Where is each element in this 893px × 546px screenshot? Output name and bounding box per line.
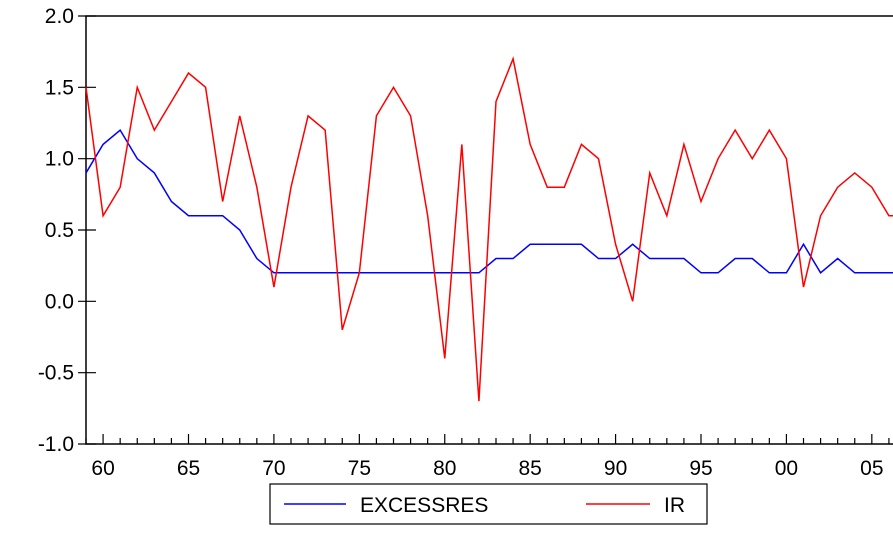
y-tick-label: -1.0 bbox=[38, 433, 74, 456]
legend-label-ir: IR bbox=[664, 494, 685, 517]
series-line-excessres bbox=[85, 128, 893, 274]
y-tick-label: 2.0 bbox=[45, 5, 74, 28]
y-tick-label: 1.0 bbox=[45, 148, 74, 171]
x-tick-label: 80 bbox=[433, 457, 456, 480]
x-tick-label: 95 bbox=[689, 457, 712, 480]
y-tick-label: 0.5 bbox=[45, 219, 74, 242]
x-tick-label: 05 bbox=[860, 457, 883, 480]
x-tick-label: 85 bbox=[518, 457, 541, 480]
series-line-ir bbox=[85, 56, 893, 402]
y-axis: 2.0 1.5 1.0 0.5 0.0 -0.5 -1.0 bbox=[38, 5, 96, 456]
legend: EXCESSRES IR bbox=[269, 483, 708, 525]
x-tick-label: 75 bbox=[348, 457, 371, 480]
x-tick-label: 70 bbox=[262, 457, 285, 480]
x-tick-label: 00 bbox=[775, 457, 798, 480]
y-tick-label: 0.0 bbox=[45, 290, 74, 313]
series-layer bbox=[85, 56, 893, 402]
x-axis: 60 65 70 75 80 85 90 95 00 05 bbox=[85, 434, 890, 480]
x-tick-label: 65 bbox=[177, 457, 200, 480]
x-tick-label: 90 bbox=[604, 457, 627, 480]
x-tick-label: 60 bbox=[91, 457, 114, 480]
y-tick-label: 1.5 bbox=[45, 76, 74, 99]
y-tick-label: -0.5 bbox=[38, 362, 74, 385]
plot-frame bbox=[85, 15, 893, 445]
legend-label-excessres: EXCESSRES bbox=[360, 494, 488, 517]
